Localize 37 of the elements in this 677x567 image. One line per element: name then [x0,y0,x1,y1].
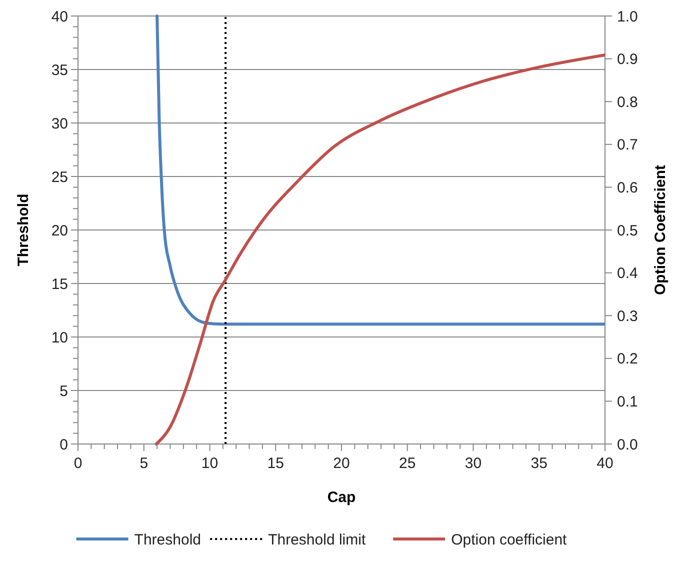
x-axis-title: Cap [327,489,356,506]
y2-tick-label: 0.7 [617,136,638,154]
y2-tick-label: 0.3 [617,308,638,325]
y-tick-label: 20 [51,222,68,240]
y2-tick-label: 1.0 [617,8,638,26]
y-tick-label: 0 [60,436,68,454]
x-tick-label: 0 [74,455,82,472]
x-tick-label: 40 [596,455,614,472]
x-tick-label: 25 [399,455,416,472]
y2-tick-label: 0.6 [617,179,638,196]
x-tick-label: 5 [140,455,148,472]
y2-axis-title: Option Coefficient [652,165,669,295]
x-tick-label: 20 [333,455,350,472]
legend-label: Option coefficient [451,531,568,548]
line-series [156,14,605,326]
y2-tick-label: 0.4 [617,265,638,282]
y-axis-title: Threshold [15,194,32,266]
y2-tick-label: 0.0 [617,436,638,454]
y-tick-label: 10 [51,329,68,346]
y2-tick-label: 0.5 [617,222,638,240]
x-tick-label: 15 [267,455,284,472]
y2-tick-label: 0.9 [617,51,638,68]
y-tick-label: 30 [51,115,68,132]
legend-label: Threshold [134,531,202,548]
y-tick-label: 5 [60,382,68,400]
x-tick-label: 35 [530,455,548,472]
y-tick-label: 35 [51,62,68,79]
x-tick-label: 30 [464,455,482,472]
x-tick-label: 10 [201,455,218,472]
legend-label: Threshold limit [268,531,366,548]
y2-tick-label: 0.1 [617,393,638,410]
y-tick-label: 25 [51,168,68,186]
y-tick-label: 15 [51,276,68,293]
y-tick-label: 40 [51,8,68,26]
line-series [154,53,605,446]
y2-tick-label: 0.8 [617,94,638,111]
y2-tick-label: 0.2 [617,350,638,368]
